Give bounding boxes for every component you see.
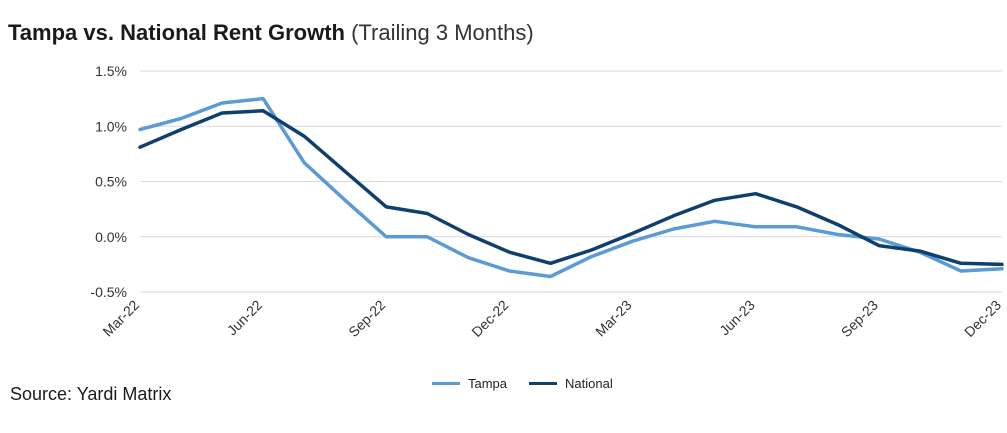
chart-title-subtitle: (Trailing 3 Months) <box>351 20 534 45</box>
y-tick-label: 1.0% <box>95 118 127 134</box>
source-note: Source: Yardi Matrix <box>10 384 172 404</box>
y-tick-label: 0.5% <box>95 174 127 190</box>
x-tick-label: Dec-22 <box>468 297 511 340</box>
series-line-national <box>138 109 1004 267</box>
chart-title-main: Tampa vs. National Rent Growth <box>8 20 345 45</box>
x-tick-label: Jun-23 <box>716 297 758 339</box>
x-tick-label: Mar-23 <box>592 297 635 340</box>
y-tick-label: 1.5% <box>95 63 127 79</box>
x-tick-label: Jun-22 <box>224 297 266 339</box>
legend-item-national: National <box>529 376 613 391</box>
series-line-tampa <box>138 96 1004 279</box>
chart-legend: Tampa National <box>432 376 613 391</box>
legend-item-tampa: Tampa <box>432 376 507 391</box>
legend-label-national: National <box>565 376 613 391</box>
x-tick-label: Mar-22 <box>99 297 142 340</box>
x-tick-label: Sep-23 <box>838 297 881 340</box>
y-tick-label: 0.0% <box>95 229 127 245</box>
x-tick-label: Sep-22 <box>345 297 388 340</box>
chart-title: Tampa vs. National Rent Growth (Trailing… <box>8 20 534 46</box>
legend-swatch-tampa <box>432 382 460 385</box>
legend-swatch-national <box>529 382 558 385</box>
x-tick-label: Dec-23 <box>961 297 1004 340</box>
y-tick-label: -0.5% <box>90 284 127 300</box>
legend-label-tampa: Tampa <box>468 376 508 391</box>
